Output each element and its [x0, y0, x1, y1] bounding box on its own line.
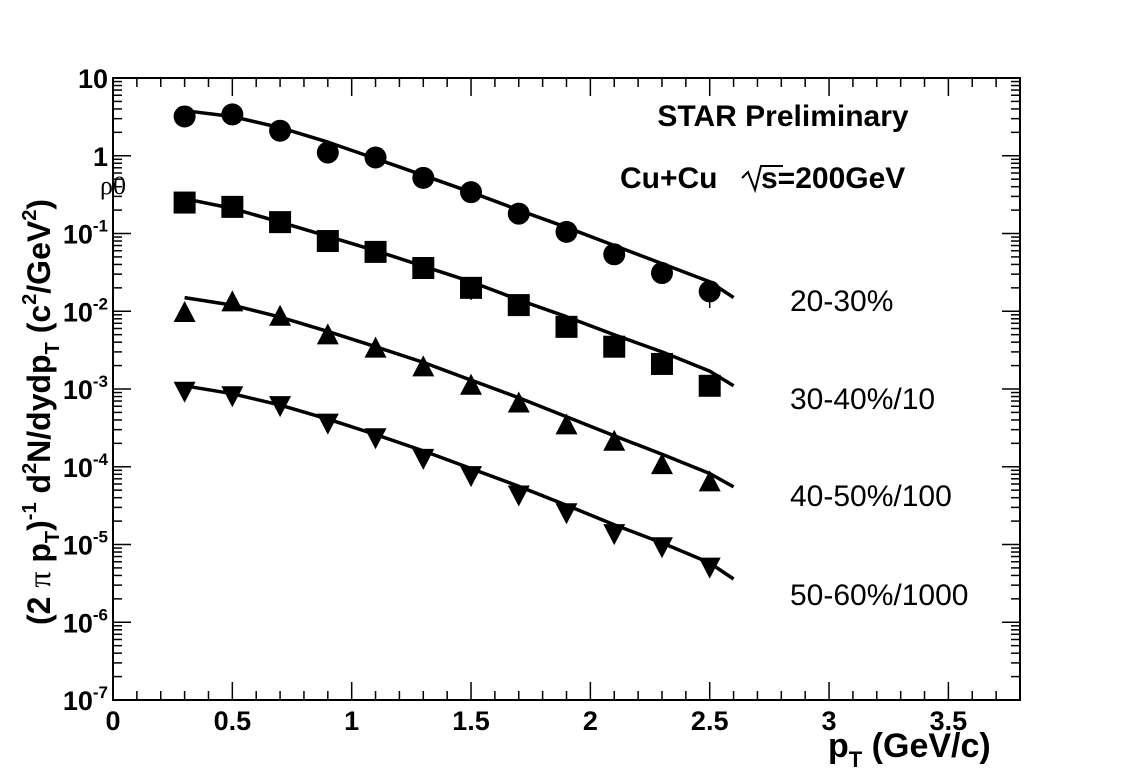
series-labels: 20-30% 30-40%/10 40-50%/100 50-60%/1000 — [790, 285, 968, 612]
series-label: 20-30% — [790, 285, 893, 318]
data-point — [412, 448, 435, 470]
particle-label: ρ0 — [100, 171, 126, 200]
energy-label: s=200GeV — [761, 162, 905, 195]
tick-labels: 0 0.5 1 1.5 2 2.5 3 3.5 10 1 10-1 10-2 10-3 10-4 10-5 1… — [63, 64, 967, 736]
data-point — [603, 335, 626, 358]
data-point — [507, 294, 530, 317]
data-point — [507, 391, 530, 413]
data-point — [555, 315, 578, 338]
data-point — [173, 381, 196, 403]
axis-ticks — [112, 77, 1021, 701]
data-markers — [173, 103, 721, 579]
fit-curve — [184, 384, 735, 581]
data-point — [460, 373, 483, 395]
y-tick-label: 10 — [78, 64, 108, 94]
y-tick-label: 10-7 — [63, 683, 108, 716]
data-point — [364, 146, 387, 169]
data-point — [173, 300, 196, 322]
x-axis-title-main: p — [828, 727, 849, 765]
y-axis-title: (2 π pT)-1 d2N/dydpT (c2/GeV2) — [19, 199, 64, 625]
y-tick-label: 10-6 — [63, 605, 108, 638]
data-point — [650, 352, 673, 375]
data-point — [173, 105, 196, 128]
y-tick-label: 10-3 — [63, 372, 108, 405]
y-tick-label: 10-1 — [63, 217, 108, 250]
x-tick-label: 0.5 — [214, 706, 252, 736]
series-label: 50-60%/1000 — [790, 579, 968, 612]
data-point — [412, 166, 435, 189]
data-point — [316, 230, 339, 253]
data-point — [603, 524, 626, 546]
data-point — [650, 453, 673, 475]
series-label: 30-40%/10 — [790, 383, 935, 416]
data-point — [507, 485, 530, 507]
data-point — [316, 323, 339, 345]
data-point — [603, 243, 626, 266]
data-point — [460, 466, 483, 488]
data-point — [269, 211, 292, 234]
y-tick-label: 10-4 — [63, 450, 109, 483]
data-point — [221, 195, 244, 218]
svg-text:(2 π pT)-1 d2N/dydpT (c2/GeV: (2 π pT)-1 d2N/dydpT (c2/GeV2) — [19, 199, 64, 625]
series-label: 40-50%/100 — [790, 480, 952, 513]
data-point — [555, 413, 578, 435]
experiment-label: STAR Preliminary — [657, 100, 909, 133]
data-point — [316, 141, 339, 164]
system-label: Cu+Cu — [620, 162, 718, 195]
data-point — [364, 336, 387, 358]
data-point — [221, 103, 244, 126]
data-point — [650, 537, 673, 559]
x-tick-label: 2.5 — [691, 706, 729, 736]
data-point — [460, 181, 483, 204]
data-point — [269, 396, 292, 418]
x-tick-label: 0 — [105, 706, 120, 736]
data-point — [650, 262, 673, 285]
x-axis-title: pT (GeV/c) — [828, 727, 991, 772]
y-tick-label: 10-5 — [63, 528, 108, 561]
x-tick-label: 3.5 — [930, 706, 968, 736]
data-point — [269, 119, 292, 142]
data-point — [173, 191, 196, 214]
data-point — [460, 276, 483, 299]
x-axis-title-unit: (GeV/c) — [862, 727, 990, 765]
data-point — [412, 256, 435, 279]
fit-curve — [184, 108, 735, 300]
data-point — [316, 413, 339, 435]
data-point — [698, 470, 721, 492]
x-tick-label: 3 — [822, 706, 837, 736]
data-point — [698, 374, 721, 397]
fit-curve — [184, 295, 735, 489]
data-point — [603, 429, 626, 451]
data-point — [221, 290, 244, 312]
data-point — [412, 355, 435, 377]
data-point — [507, 202, 530, 225]
data-point — [555, 503, 578, 525]
x-tick-label: 2 — [583, 706, 598, 736]
data-point — [698, 280, 721, 303]
x-axis-title-sub: T — [849, 747, 863, 772]
data-point — [555, 220, 578, 243]
x-tick-label: 1 — [344, 706, 359, 736]
y-tick-label: 10-2 — [63, 294, 108, 327]
x-tick-label: 1.5 — [452, 706, 490, 736]
data-point — [364, 240, 387, 263]
data-point — [269, 304, 292, 326]
y-tick-label: 1 — [93, 142, 108, 172]
data-point — [698, 557, 721, 579]
data-point — [364, 428, 387, 450]
sqrt-symbol — [741, 165, 783, 194]
data-point — [221, 386, 244, 408]
